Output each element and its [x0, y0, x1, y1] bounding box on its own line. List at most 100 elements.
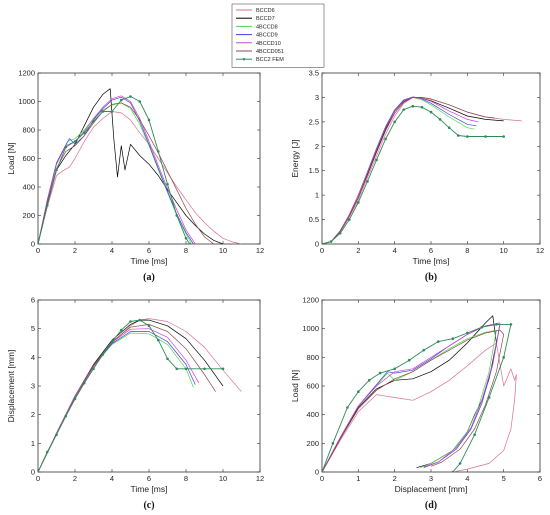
series-line-bcc2-fem	[38, 319, 223, 472]
fem-point	[456, 134, 460, 137]
y-tick-label: 3	[31, 382, 35, 391]
x-tick-label: 8	[184, 474, 188, 483]
fem-point	[447, 126, 451, 130]
y-tick-label: 3.5	[309, 69, 319, 78]
fem-point	[221, 367, 225, 371]
panel-caption: (b)	[425, 272, 437, 283]
fem-point	[367, 378, 371, 382]
legend-label: 4BCCD051	[256, 49, 284, 55]
x-tick-label: 1	[356, 474, 360, 483]
fem-point	[346, 406, 349, 409]
fem-point	[147, 118, 151, 122]
series-line-4bccd10	[38, 328, 200, 472]
fem-point	[322, 470, 324, 472]
x-tick-label: 6	[147, 246, 151, 255]
y-tick-label: 1.5	[309, 166, 319, 175]
series-line-bcc2-fem	[38, 96, 191, 244]
series-line-4bccd10	[322, 322, 501, 472]
y-tick-label: 200	[22, 211, 35, 220]
fem-point	[495, 323, 498, 326]
fem-point	[331, 442, 335, 445]
legend-box	[231, 3, 325, 68]
x-tick-label: 6	[147, 474, 151, 483]
y-axis-label: Load [N]	[290, 370, 300, 402]
series-line-bcc2-fem	[322, 323, 512, 472]
fem-point	[451, 337, 455, 341]
y-axis-label: Displacement [mm]	[6, 350, 16, 423]
x-tick-label: 4	[110, 246, 114, 255]
y-tick-label: 800	[306, 353, 319, 362]
fem-point	[156, 338, 160, 342]
fem-point	[366, 180, 369, 183]
series-group	[322, 315, 517, 472]
fem-point	[73, 397, 77, 401]
series-line-4bccd9	[38, 331, 196, 472]
series-line-bccd7	[322, 97, 504, 244]
fem-point	[458, 462, 462, 465]
x-axis-label: Time [ms]	[131, 256, 168, 266]
y-tick-label: 600	[22, 154, 35, 163]
series-line-bccd6	[322, 342, 517, 472]
fem-point	[487, 396, 491, 399]
x-tick-label: 8	[465, 246, 469, 255]
fem-point	[451, 470, 455, 472]
fem-point	[329, 240, 333, 243]
x-tick-label: 0	[320, 474, 324, 483]
fem-point	[436, 340, 440, 343]
fem-point	[322, 242, 324, 244]
x-tick-label: 10	[219, 474, 227, 483]
series-group	[38, 318, 242, 472]
x-tick-label: 12	[256, 246, 264, 255]
legend: BCCD6 BCCD7 4BCCD8 4BCCD9 4BCCD10 4BCCD051 BCC…	[231, 3, 325, 68]
panel-a-load-vs-time: 0 2 4 6 8 10 12 0 200 400 600 800 1000 1200 Time [ms] L…	[6, 69, 264, 284]
legend-label: 4BCCD10	[256, 41, 281, 47]
fem-point	[38, 242, 40, 244]
y-tick-label: 5	[31, 324, 35, 333]
fem-point	[378, 371, 382, 375]
series-line-4bccd10	[38, 95, 196, 244]
fem-point	[119, 98, 123, 102]
fem-point	[175, 367, 179, 371]
fem-point	[393, 367, 396, 371]
fem-point	[45, 450, 49, 454]
legend-label: BCC2 FEM	[256, 57, 284, 63]
fem-point	[92, 120, 95, 123]
x-tick-label: 6	[538, 474, 542, 483]
fem-point	[138, 318, 142, 322]
fem-point	[466, 135, 469, 138]
series-line-4bccd10	[322, 97, 479, 244]
y-tick-label: 0	[31, 240, 35, 249]
y-tick-label: 1	[31, 439, 35, 448]
x-axis-label: Displacement [mm]	[395, 484, 468, 494]
legend-label: BCCD7	[256, 16, 275, 22]
fem-point	[55, 433, 58, 437]
series-line-bccd7	[38, 319, 224, 472]
x-tick-label: 2	[73, 246, 77, 255]
y-tick-label: 800	[22, 126, 35, 135]
legend-label: 4BCCD9	[256, 33, 278, 39]
fem-point	[338, 231, 342, 235]
fem-point	[438, 118, 442, 121]
legend-label: 4BCCD8	[256, 24, 278, 30]
y-tick-label: 1	[315, 191, 319, 200]
x-tick-label: 0	[36, 246, 40, 255]
fem-point	[38, 470, 40, 472]
x-tick-label: 4	[110, 474, 114, 483]
y-tick-label: 200	[306, 439, 319, 448]
fem-point	[420, 105, 424, 109]
fem-point	[64, 145, 68, 149]
x-tick-label: 12	[256, 474, 264, 483]
fem-point	[64, 414, 68, 418]
fem-point	[147, 324, 151, 328]
legend-marker	[242, 58, 246, 61]
fem-point	[184, 367, 188, 371]
fem-point	[175, 214, 179, 217]
y-tick-label: 1000	[302, 324, 319, 333]
fem-point	[203, 367, 206, 371]
x-tick-label: 6	[429, 246, 433, 255]
fem-point	[184, 237, 188, 240]
fem-point	[156, 150, 160, 153]
fem-point	[101, 353, 105, 356]
y-tick-label: 600	[306, 382, 319, 391]
x-tick-label: 0	[320, 246, 324, 255]
